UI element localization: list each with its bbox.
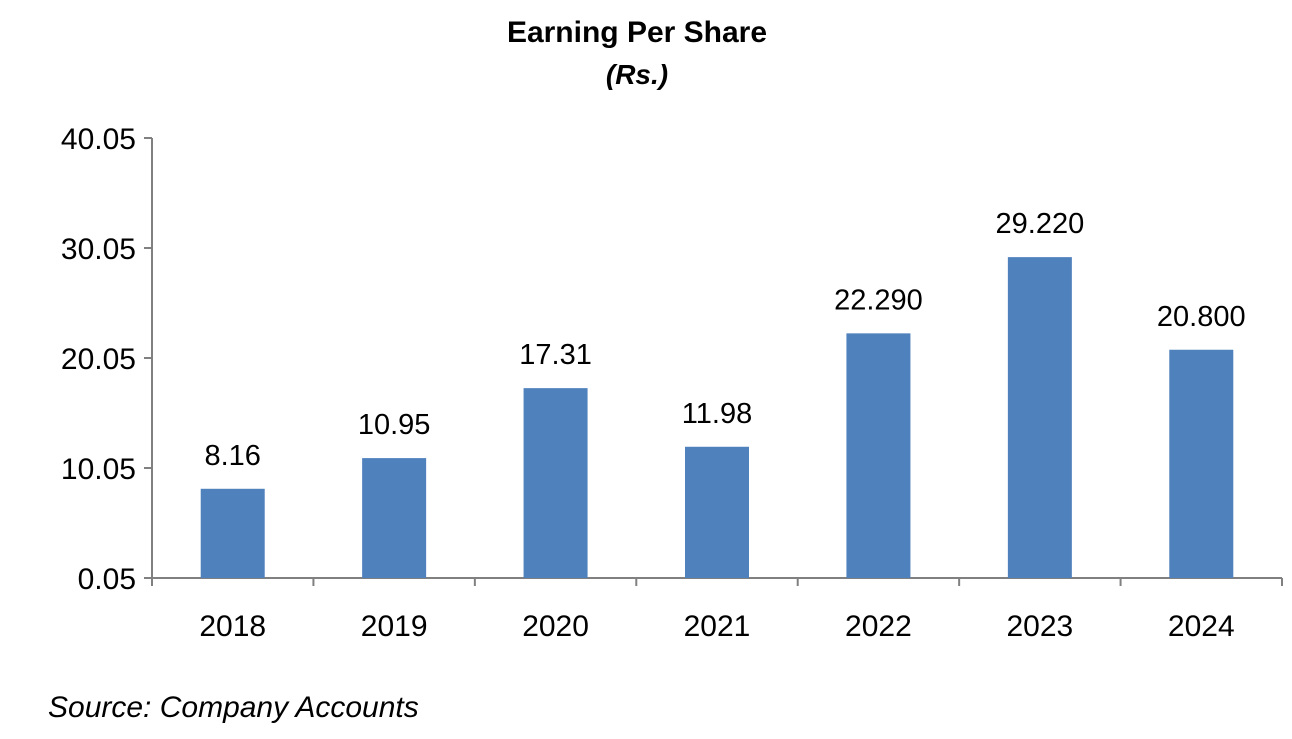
data-label: 11.98 <box>682 398 752 430</box>
bar <box>1169 349 1234 578</box>
x-tick-label: 2020 <box>522 610 589 643</box>
x-tick-label: 2024 <box>1168 610 1235 643</box>
y-tick-label: 30.05 <box>61 233 136 266</box>
bar <box>362 458 427 578</box>
bar <box>685 446 749 578</box>
data-labels: 8.16 10.95 17.31 11.98 22.290 29.220 20.800 <box>204 208 1245 472</box>
data-label: 17.31 <box>519 339 592 371</box>
data-label: 8.16 <box>204 440 260 472</box>
data-label: 10.95 <box>358 409 431 441</box>
x-tick-label: 2022 <box>845 610 912 643</box>
x-tick-label: 2018 <box>199 610 266 643</box>
chart-subtitle: (Rs.) <box>606 59 668 90</box>
bar <box>200 488 265 578</box>
bar <box>1007 257 1072 578</box>
y-tick-label: 20.05 <box>61 343 136 376</box>
bar-series <box>200 257 1234 578</box>
x-tick-label: 2019 <box>361 610 428 643</box>
bar <box>846 333 911 578</box>
data-label: 29.220 <box>996 208 1085 240</box>
data-label: 20.800 <box>1157 301 1246 333</box>
y-tick-label: 40.05 <box>61 123 136 156</box>
data-label: 22.290 <box>834 284 923 316</box>
bar <box>523 388 588 578</box>
x-tick-label: 2023 <box>1006 610 1073 643</box>
source-note: Source: Company Accounts <box>48 691 419 724</box>
y-tick-label: 10.05 <box>61 453 136 486</box>
x-tick-label: 2021 <box>684 610 751 643</box>
y-axis: 0.05 10.05 20.05 30.05 40.05 <box>61 123 153 596</box>
y-tick-label: 0.05 <box>78 563 136 596</box>
x-axis: 2018 2019 2020 2021 2022 2023 2024 <box>151 577 1283 643</box>
chart-title: Earning Per Share <box>507 16 767 49</box>
